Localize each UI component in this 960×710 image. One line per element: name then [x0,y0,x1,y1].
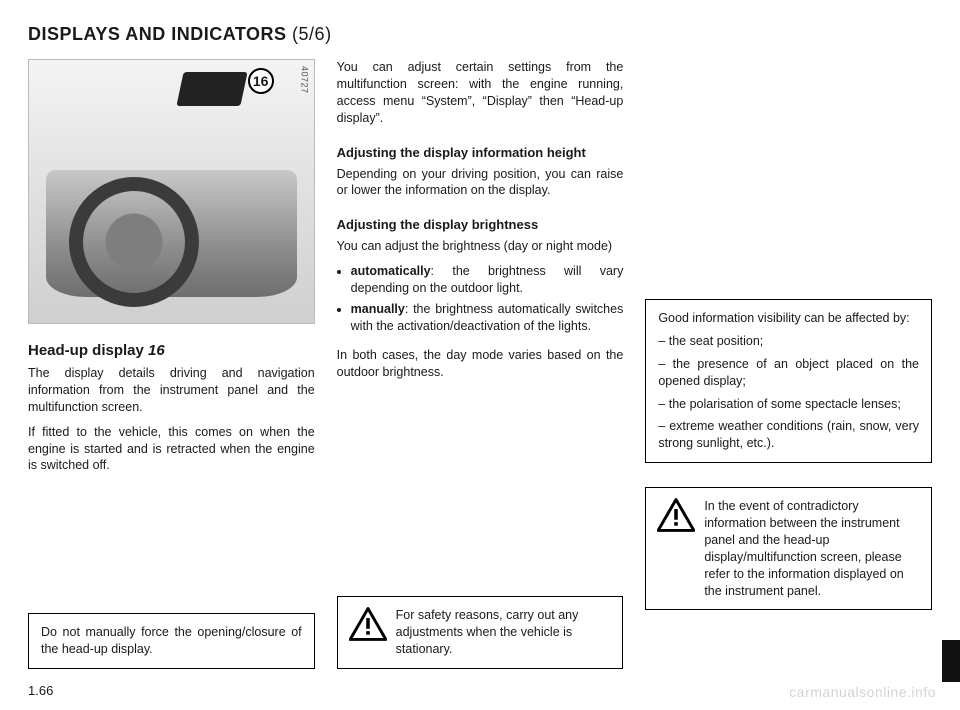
caution-box: Do not manually force the opening/closur… [28,613,315,669]
manual-page: DISPLAYS AND INDICATORS (5/6) 16 40727 H… [0,0,960,710]
hud-shape [176,72,247,106]
callout-badge: 16 [248,68,274,94]
warning-text: In the event of contradictory informatio… [704,498,919,599]
info-box: Good information visibility can be affec… [645,299,932,463]
spacer [645,59,932,299]
info-item: – the seat position; [658,333,919,350]
warning-triangle-icon [348,607,388,643]
spacer [645,463,932,487]
title-main: DISPLAYS AND INDICATORS [28,24,292,44]
spacer [28,482,315,613]
paragraph: You can adjust the brightness (day or ni… [337,238,624,255]
steering-wheel-shape [69,177,199,307]
subheading: Adjusting the display information height [337,145,624,160]
warning-box: In the event of contradictory informatio… [645,487,932,610]
dashboard-figure: 16 40727 [28,59,315,324]
paragraph: The display details driving and navigati… [28,365,315,416]
column-right: Good information visibility can be affec… [645,59,932,669]
section-tab [942,640,960,682]
content-columns: 16 40727 Head-up display 16 The display … [28,59,932,669]
caution-text: Do not manually force the opening/closur… [41,624,302,658]
title-page-indicator: (5/6) [292,24,332,44]
paragraph: If fitted to the vehicle, this comes on … [28,424,315,475]
info-intro: Good information visibility can be affec… [658,310,919,327]
warning-box: For safety reasons, carry out any adjust… [337,596,624,669]
subheading: Adjusting the display brightness [337,217,624,232]
column-left: 16 40727 Head-up display 16 The display … [28,59,315,669]
heading-text: Head-up display [28,342,148,359]
warning-triangle-icon [656,498,696,534]
info-item: – the presence of an object placed on th… [658,356,919,390]
spacer [337,388,624,596]
list-lead: manually [351,302,405,316]
column-middle: You can adjust certain settings from the… [337,59,624,669]
info-item: – the polarisation of some spectacle len… [658,396,919,413]
heading-number: 16 [148,342,165,359]
watermark: carmanualsonline.info [789,684,936,700]
section-heading: Head-up display 16 [28,342,315,359]
info-item: – extreme weather conditions (rain, snow… [658,418,919,452]
paragraph: You can adjust certain settings from the… [337,59,624,127]
image-code: 40727 [300,66,310,94]
paragraph: Depending on your driving position, you … [337,166,624,200]
list-item: automatically: the brightness will vary … [351,263,624,297]
list-item: manually: the brightness automatically s… [351,301,624,335]
brightness-list: automatically: the brightness will vary … [337,263,624,339]
page-title: DISPLAYS AND INDICATORS (5/6) [28,24,932,45]
page-number: 1.66 [28,683,53,698]
paragraph: In both cases, the day mode varies based… [337,347,624,381]
warning-text: For safety reasons, carry out any adjust… [396,607,611,658]
list-lead: automatically [351,264,431,278]
